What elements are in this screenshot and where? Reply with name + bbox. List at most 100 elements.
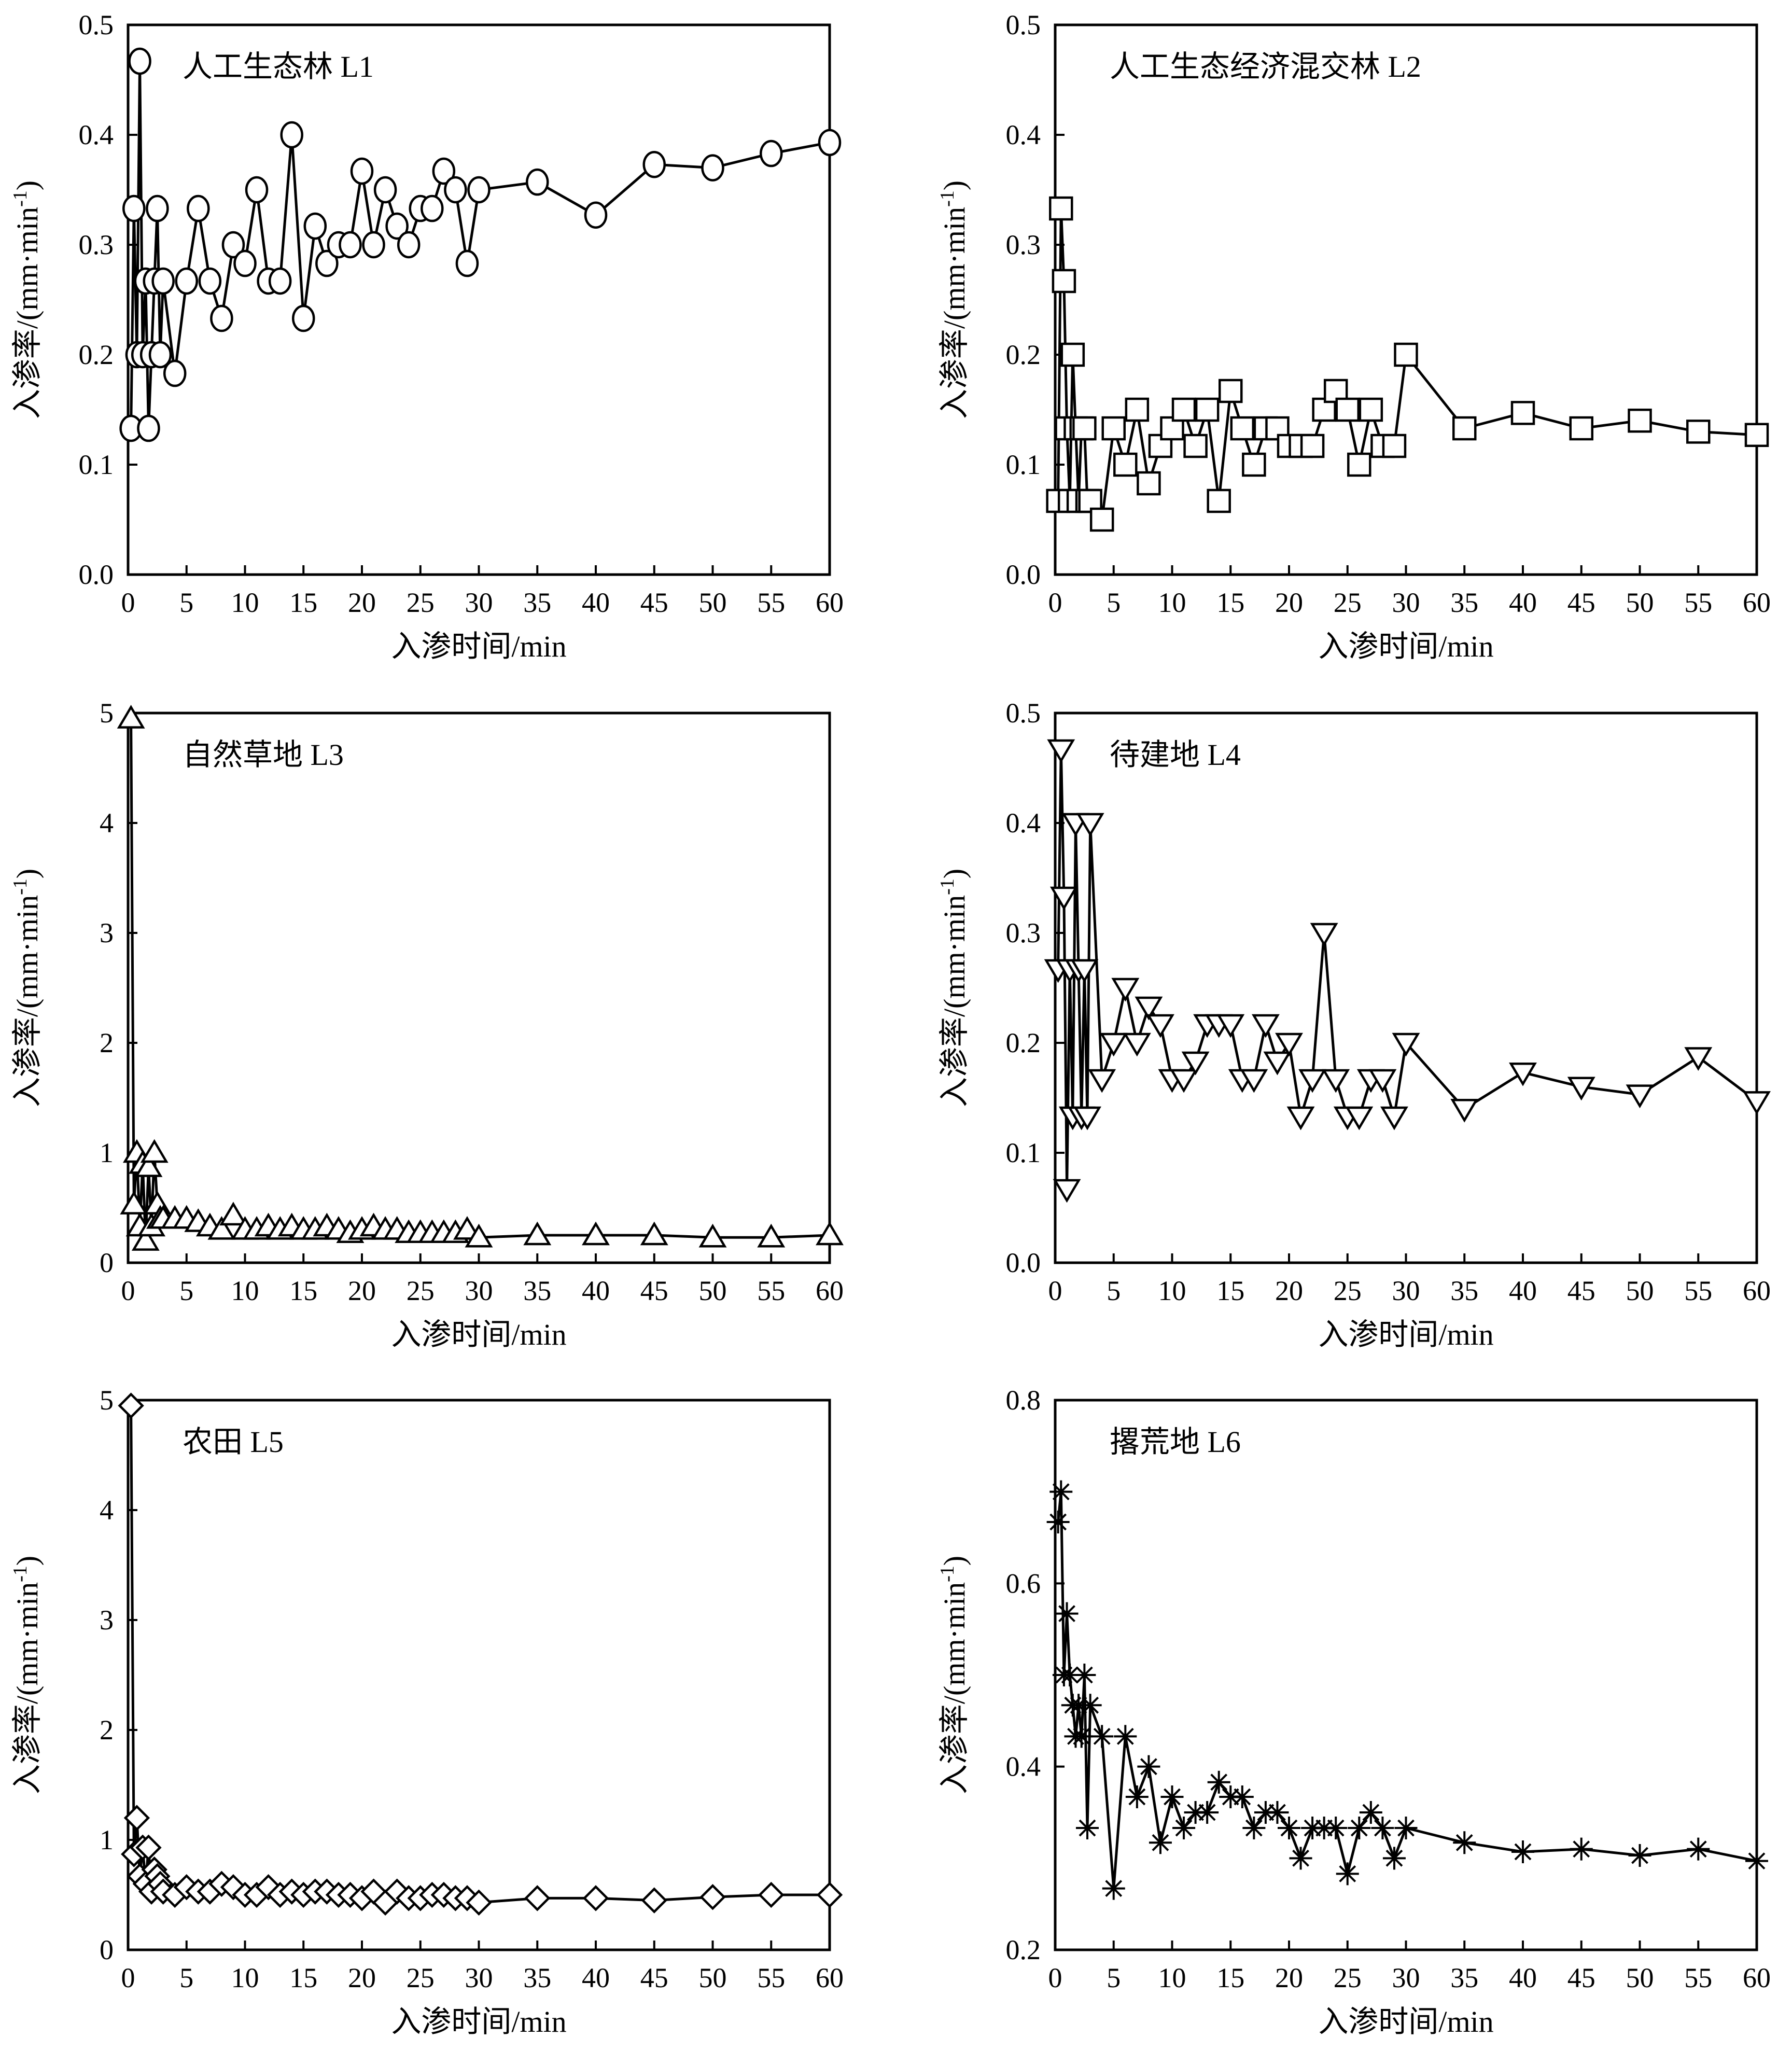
- x-tick-label: 40: [1509, 587, 1537, 618]
- y-tick-label: 0.2: [1006, 1027, 1041, 1058]
- plot-frame: [127, 711, 831, 1264]
- data-point: [1067, 1694, 1090, 1717]
- data-point: [1046, 1510, 1070, 1533]
- x-tick-label: 0: [1048, 587, 1062, 618]
- series-line: [1057, 748, 1758, 1191]
- data-point: [303, 212, 327, 240]
- data-point: [1172, 1817, 1196, 1840]
- data-point: [1195, 397, 1220, 422]
- x-tick-label: 30: [465, 1275, 493, 1306]
- x-tick-label: 5: [179, 587, 193, 618]
- y-tick-label: 0.1: [1006, 1137, 1041, 1168]
- data-point: [1347, 452, 1371, 477]
- x-tick-label: 60: [1743, 587, 1771, 618]
- panel-title: 撂荒地 L6: [1110, 1425, 1241, 1459]
- x-tick-label: 25: [407, 1962, 435, 1993]
- data-point: [584, 201, 608, 229]
- data-point: [818, 129, 842, 157]
- data-point: [1300, 434, 1325, 458]
- x-tick-label: 0: [1048, 1275, 1062, 1306]
- x-tick-label: 60: [816, 1275, 844, 1306]
- data-point: [120, 1191, 148, 1215]
- x-tick-label: 0: [121, 587, 135, 618]
- x-tick-label: 60: [1743, 1275, 1771, 1306]
- x-tick-label: 0: [1048, 1962, 1062, 1993]
- data-point: [1569, 416, 1593, 441]
- x-tick-label: 20: [1275, 1962, 1303, 1993]
- y-tick-label: 0.2: [1006, 1934, 1041, 1965]
- data-point: [1072, 416, 1097, 441]
- x-tick-label: 55: [757, 1962, 785, 1993]
- y-tick-label: 0.3: [1006, 229, 1041, 260]
- data-point: [760, 139, 783, 167]
- data-point: [148, 341, 172, 369]
- y-tick-label: 0.0: [79, 559, 114, 590]
- data-point: [432, 157, 456, 185]
- data-point: [698, 1223, 727, 1248]
- data-point: [1049, 1480, 1073, 1503]
- y-tick-label: 0.8: [1006, 1385, 1041, 1416]
- data-point: [1073, 1664, 1096, 1686]
- data-point: [1101, 416, 1126, 441]
- data-point: [641, 1887, 667, 1914]
- y-tick-label: 1: [100, 1137, 114, 1168]
- y-axis-title: 入渗率/(mm·min-1): [936, 1556, 971, 1794]
- data-point: [1452, 416, 1477, 441]
- data-point: [1125, 397, 1150, 422]
- data-point: [1745, 1849, 1768, 1873]
- data-point: [123, 1805, 150, 1831]
- data-point: [245, 176, 269, 204]
- data-point: [1076, 813, 1104, 837]
- data-point: [198, 267, 222, 295]
- x-tick-label: 25: [407, 1275, 435, 1306]
- data-point: [1359, 1801, 1382, 1824]
- x-tick-label: 5: [179, 1962, 193, 1993]
- data-point: [1123, 1032, 1151, 1057]
- data-point: [385, 212, 409, 240]
- plot-frame: [1054, 711, 1758, 1264]
- x-tick-label: 20: [1275, 1275, 1303, 1306]
- x-tick-label: 5: [179, 1275, 193, 1306]
- x-tick-label: 15: [289, 587, 317, 618]
- x-tick-label: 35: [523, 1962, 551, 1993]
- data-point: [1114, 1725, 1137, 1748]
- data-point: [1394, 1817, 1418, 1840]
- x-tick-label: 10: [231, 1962, 259, 1993]
- x-tick-label: 10: [231, 587, 259, 618]
- data-point: [1251, 1014, 1280, 1038]
- data-point: [467, 176, 491, 204]
- data-point: [1137, 1755, 1160, 1778]
- data-point: [421, 194, 444, 222]
- data-point: [758, 1881, 785, 1908]
- series-line: [130, 718, 830, 1243]
- data-point: [526, 168, 549, 196]
- x-tick-label: 20: [348, 587, 376, 618]
- y-tick-label: 0.3: [1006, 917, 1041, 948]
- data-point: [339, 231, 362, 259]
- data-point: [1076, 1817, 1099, 1840]
- x-tick-label: 10: [1158, 1275, 1186, 1306]
- x-tick-label: 20: [1275, 587, 1303, 618]
- data-point: [1392, 1032, 1420, 1057]
- chart-panel-2: 0 5 10 15 20 25 30 35 40 45 50 55 60 0.0 0.1 0.2 0.3 0.4 0…: [936, 9, 1771, 663]
- x-tick-label: 15: [289, 1275, 317, 1306]
- y-tick-label: 4: [100, 807, 114, 839]
- x-tick-label: 10: [231, 1275, 259, 1306]
- x-tick-label: 30: [1392, 1275, 1420, 1306]
- data-point: [1146, 1014, 1174, 1038]
- data-point: [1509, 1062, 1537, 1086]
- data-point: [1073, 1106, 1101, 1130]
- data-point: [699, 1884, 726, 1910]
- plot-frame: [127, 1399, 831, 1951]
- data-point: [1196, 1801, 1219, 1824]
- data-point: [1170, 1069, 1198, 1093]
- data-point: [1135, 996, 1163, 1021]
- data-point: [1394, 342, 1418, 367]
- x-tick-label: 50: [699, 1962, 727, 1993]
- x-tick-label: 30: [1392, 1962, 1420, 1993]
- data-point: [187, 194, 210, 222]
- x-tick-label: 35: [1450, 587, 1478, 618]
- x-axis-title: 入渗时间/min: [1318, 630, 1493, 663]
- x-tick-label: 50: [1626, 1275, 1654, 1306]
- data-point: [1242, 452, 1266, 477]
